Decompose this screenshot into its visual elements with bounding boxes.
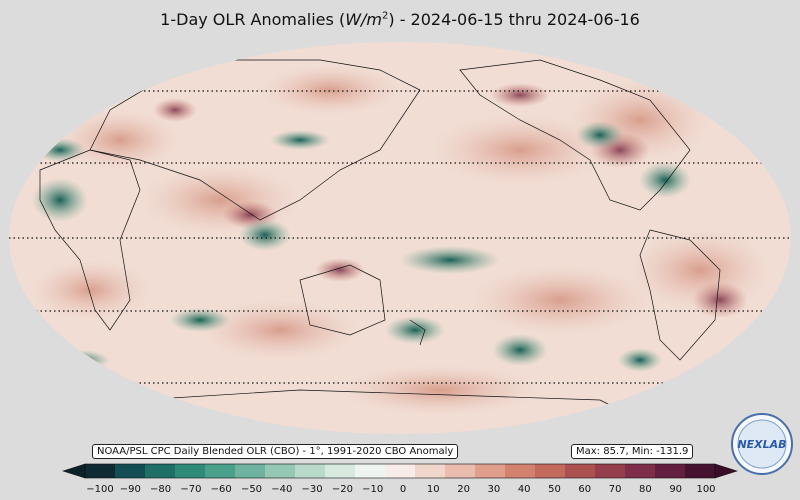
colorbar-cell [415,464,446,478]
colorbar-tick-label: 10 [426,484,440,495]
colorbar-cell [535,464,566,478]
colorbar-tick-label: −70 [180,484,202,495]
colorbar-tick-label: 0 [399,484,407,495]
colorbar-cell [595,464,626,478]
colorbar-cell [685,464,716,478]
colorbar-tick-label: 90 [669,484,683,495]
colorbar-tick-label: −100 [86,484,114,495]
colorbar-cell [85,464,116,478]
colorbar-tick-label: −60 [210,484,232,495]
colorbar-tick-label: −50 [240,484,263,495]
colorbar-cell [175,464,206,478]
colorbar-cell [145,464,176,478]
colorbar-tick-label: 100 [696,484,716,495]
colorbar-cell [655,464,686,478]
colorbar [62,463,738,479]
colorbar-cell [355,464,386,478]
colorbar-tick-label: 50 [548,484,561,495]
chart-title: 1-Day OLR Anomalies (W/m2) - 2024-06-15 … [160,10,640,29]
colorbar-tick-label: 70 [608,484,622,495]
colorbar-cell [565,464,596,478]
colorbar-tick-label: 60 [578,484,592,495]
colorbar-tick-label: −30 [301,484,323,495]
colorbar-cell [445,464,476,478]
colorbar-cell [475,464,506,478]
max-min-label: Max: 85.7, Min: -131.9 [571,444,694,459]
colorbar-tick-label: 20 [457,484,470,495]
colorbar-cell [295,464,326,478]
colorbar-tick-label: −80 [150,484,172,495]
colorbar-tick-label: −10 [362,484,384,495]
source-label: NOAA/PSL CPC Daily Blended OLR (CBO) - 1… [92,444,459,459]
colorbar-cell [115,464,146,478]
colorbar-tick-label: −90 [119,484,141,495]
colorbar-tick-label: 40 [517,484,531,495]
colorbar-cell [385,464,416,478]
colorbar-tick-label: 30 [487,484,501,495]
colorbar-cell [505,464,536,478]
nexlab-logo: NEXLAB [731,413,793,475]
colorbar-cell [625,464,656,478]
colorbar-tick-label: −40 [271,484,293,495]
colorbar-cell [235,464,266,478]
colorbar-tick-label: 80 [639,484,652,495]
colorbar-tick-label: −20 [331,484,353,495]
colorbar-cell [265,464,296,478]
svg-text:NEXLAB: NEXLAB [737,438,786,451]
colorbar-cell [205,464,236,478]
colorbar-cell [325,464,356,478]
